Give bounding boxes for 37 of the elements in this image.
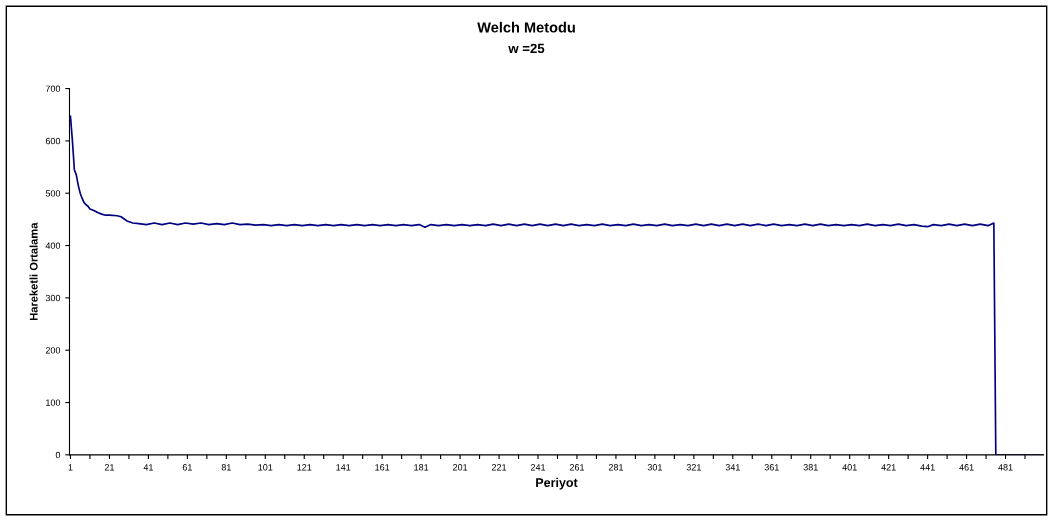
- chart-title: Welch Metodu: [477, 21, 575, 33]
- x-axis-title: Periyot: [536, 477, 578, 490]
- y-tick-label: 100: [46, 399, 61, 406]
- x-tick-label: 401: [842, 464, 857, 471]
- y-tick-label: 0: [55, 451, 61, 459]
- x-tick-label: 1: [68, 464, 73, 471]
- x-tick-label: 181: [414, 464, 429, 471]
- y-axis-title: Hareketli Ortalama: [29, 222, 38, 321]
- x-tick-label: 441: [920, 464, 935, 471]
- chart-subtitle: w =25: [508, 43, 545, 54]
- x-tick-label: 141: [336, 464, 351, 471]
- x-tick-label: 261: [569, 464, 585, 471]
- x-tick-label: 241: [530, 464, 546, 471]
- x-tick-label: 101: [258, 464, 273, 471]
- x-tick-label: 321: [686, 464, 701, 471]
- x-tick-label: 61: [182, 464, 192, 471]
- x-tick-label: 81: [221, 464, 231, 471]
- x-tick-label: 201: [453, 464, 468, 471]
- x-tick-label: 161: [375, 464, 390, 471]
- y-tick-label: 500: [45, 190, 61, 197]
- x-tick-label: 381: [803, 464, 818, 471]
- x-tick-label: 41: [143, 464, 153, 471]
- x-tick-label: 421: [881, 464, 896, 471]
- x-tick-label: 301: [647, 464, 662, 471]
- x-tick-label: 481: [998, 464, 1013, 471]
- y-tick-label: 200: [45, 347, 61, 354]
- x-tick-label: 221: [491, 464, 507, 471]
- x-tick-label: 341: [725, 464, 740, 471]
- x-tick-label: 21: [104, 464, 115, 471]
- y-tick-label: 700: [45, 85, 61, 92]
- y-tick-label: 600: [45, 137, 61, 145]
- x-tick-label: 361: [764, 464, 779, 471]
- x-tick-label: 461: [959, 464, 974, 471]
- y-tick-label: 400: [45, 242, 61, 249]
- x-tick-label: 121: [297, 464, 312, 471]
- y-tick-label: 300: [45, 294, 61, 302]
- x-tick-label: 281: [608, 464, 624, 471]
